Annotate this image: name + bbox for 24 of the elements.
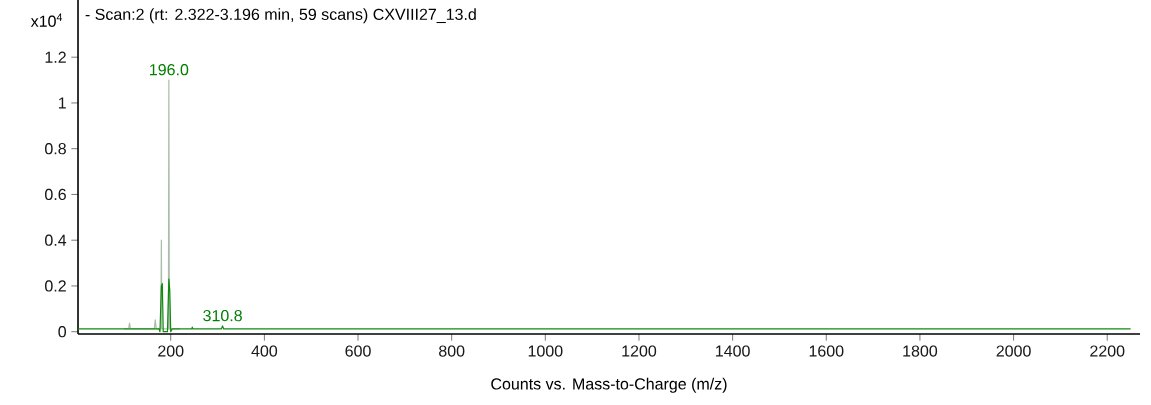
x-axis-title: Counts vs. Mass-to-Charge (m/z): [491, 377, 727, 393]
x-tick-label: 2000: [996, 345, 1031, 357]
y-tick-label: 0.8: [45, 143, 66, 155]
y-tick-label: 1.2: [45, 51, 66, 63]
y-tick-label: 0.2: [45, 280, 66, 292]
y-tick-label: 0.4: [45, 234, 67, 246]
x-tick-label: 1600: [809, 345, 844, 357]
x-tick-label: 1400: [716, 345, 750, 357]
line-series: [77, 278, 1132, 333]
x-tick-label: 1000: [528, 345, 563, 357]
y-tick-label: 0.6: [45, 188, 66, 201]
chart-title: - Scan:2 (rt: 2.322-3.196 min, 59 scans) CXVIII27_13.d: [85, 8, 476, 24]
x-tick-label: 1200: [622, 345, 657, 357]
y-tick-label: 0: [58, 326, 67, 338]
x-tick-label: 200: [158, 345, 184, 357]
x-tick-label: 2200: [1090, 345, 1125, 357]
x-tick-label: 400: [251, 345, 278, 357]
annotation: 196.0: [150, 64, 189, 76]
y-tick-label: 1: [58, 97, 66, 109]
x-tick-label: 800: [439, 345, 465, 357]
annotation: 310.8: [203, 309, 242, 322]
x-tick-label: 1800: [903, 345, 938, 357]
y-axis-title: x10$^{4}$: [30, 13, 63, 27]
x-tick-label: 600: [345, 345, 371, 357]
